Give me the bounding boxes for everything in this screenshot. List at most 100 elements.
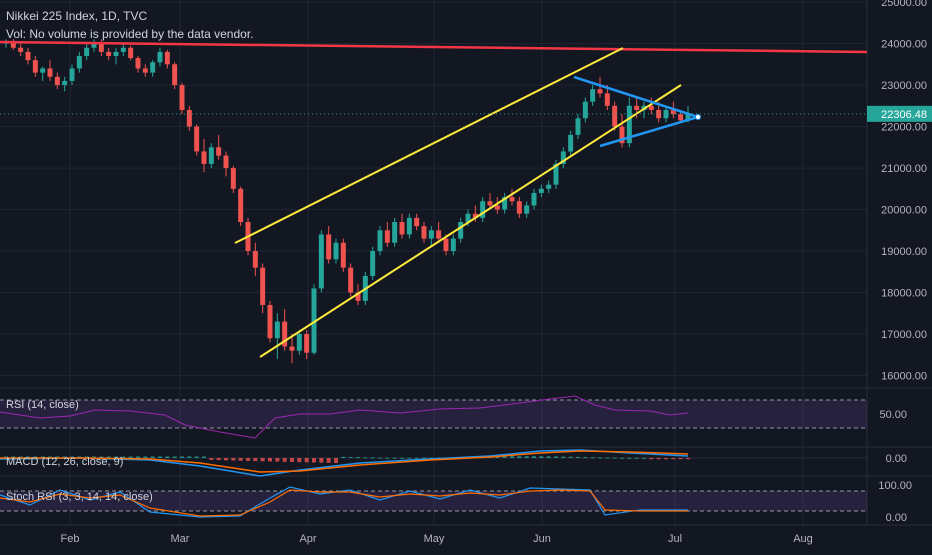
macd-histogram-bar <box>143 456 148 458</box>
macd-histogram-bar <box>231 458 236 461</box>
candle-body <box>494 205 500 210</box>
candle-body <box>10 41 16 48</box>
macd-histogram-bar <box>172 456 177 458</box>
candle-body <box>428 230 434 239</box>
last-price-label: 22306.48 <box>881 109 927 121</box>
macd-histogram-bar <box>363 457 368 459</box>
macd-histogram-bar <box>209 458 214 460</box>
macd-histogram-bar <box>370 457 375 459</box>
candle-body <box>304 334 310 353</box>
macd-histogram-bar <box>598 457 602 459</box>
candle-body <box>186 109 192 127</box>
price-tick-label: 24000.00 <box>881 39 927 51</box>
macd-histogram-bar <box>114 456 118 458</box>
candle-body <box>18 47 24 52</box>
candle-body <box>531 192 537 206</box>
macd-histogram-bar <box>304 458 309 463</box>
candle-body <box>106 51 112 57</box>
candle-body <box>414 217 420 227</box>
candle-body <box>502 197 508 210</box>
candle-body <box>443 238 449 252</box>
candle-body <box>25 51 31 61</box>
candle-body <box>604 93 610 106</box>
macd-histogram-bar <box>348 456 353 458</box>
candle-body <box>597 89 603 94</box>
rsi-line <box>0 395 689 439</box>
macd-histogram-bar <box>282 458 287 462</box>
candle-body <box>399 222 405 235</box>
macd-histogram-bar <box>334 458 338 464</box>
resistance-line <box>0 40 868 54</box>
candle-body <box>91 43 97 48</box>
lower-channel-line <box>259 84 682 358</box>
candle-body <box>656 109 662 119</box>
macd-histogram-bar <box>392 457 397 459</box>
macd-histogram-bar <box>136 456 140 458</box>
price-tick-label: 17000.00 <box>881 329 927 341</box>
candle-body <box>472 213 478 218</box>
macd-histogram-bar <box>165 456 170 458</box>
triangle-apex-handle <box>695 114 701 120</box>
candle-body <box>377 230 383 252</box>
price-tick-label: 21000.00 <box>881 163 927 175</box>
candle-body <box>509 197 515 202</box>
macd-histogram-bar <box>275 458 280 462</box>
candle-body <box>406 217 412 235</box>
candle-body <box>260 267 266 306</box>
macd-histogram-bar <box>517 456 522 458</box>
rsi-tick-label: 50.00 <box>879 409 907 421</box>
x-tick-label: Apr <box>299 533 316 545</box>
candle-body <box>201 151 207 164</box>
macd-histogram-bar <box>260 458 265 462</box>
macd-histogram-bar <box>546 456 551 458</box>
candle-body <box>355 292 361 301</box>
candle-body <box>76 56 82 69</box>
candle-body <box>392 222 398 243</box>
macd-histogram-bar <box>561 456 566 458</box>
macd-histogram-bar <box>642 457 646 459</box>
stoch-d-line <box>0 489 688 517</box>
macd-histogram-bar <box>510 456 514 458</box>
macd-histogram-bar <box>378 457 382 459</box>
candle-body <box>524 205 530 214</box>
candle-body <box>194 126 200 152</box>
macd-histogram-bar <box>495 456 500 458</box>
candle-body <box>172 64 178 86</box>
candle-body <box>47 68 53 77</box>
candle-body <box>465 213 471 223</box>
candle-body <box>634 105 640 110</box>
candle-body <box>626 105 632 144</box>
macd-histogram-bar <box>539 456 544 458</box>
macd-histogram-bar <box>385 457 390 459</box>
rsi-band <box>0 400 867 428</box>
stoch-band <box>0 491 867 511</box>
candle-body <box>450 238 456 252</box>
x-tick-label: Jun <box>533 533 551 545</box>
candle-body <box>619 126 625 144</box>
x-tick-label: Mar <box>171 533 190 545</box>
candle-body <box>685 113 691 121</box>
macd-histogram-bar <box>414 457 419 459</box>
price-tick-label: 25000.00 <box>881 0 927 9</box>
candle-body <box>150 62 156 73</box>
macd-histogram-bar <box>664 458 668 460</box>
candle-body <box>663 109 669 119</box>
candle-body <box>582 101 588 119</box>
price-tick-label: 23000.00 <box>881 80 927 92</box>
candle-body <box>546 184 552 189</box>
last-price-badge <box>867 105 932 122</box>
macd-tick-label: 0.00 <box>886 453 907 465</box>
candle-body <box>238 188 244 223</box>
macd-line <box>0 449 689 477</box>
x-tick-label: Aug <box>793 533 813 545</box>
candle-body <box>384 230 390 243</box>
symbol-title: Nikkei 225 Index, 1D, TVC <box>6 9 148 23</box>
candle-body <box>670 109 676 115</box>
candle-body <box>590 89 596 102</box>
candle-body <box>54 76 60 86</box>
candle-body <box>348 267 354 293</box>
macd-histogram-bar <box>605 457 610 459</box>
macd-histogram-bar <box>246 458 250 461</box>
